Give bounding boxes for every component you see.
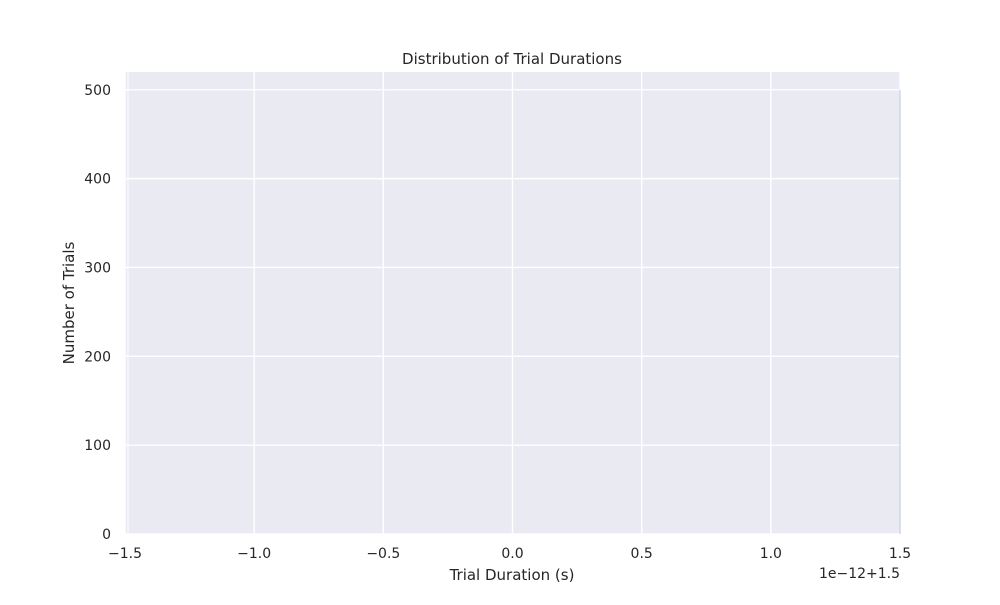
x-axis-offset-label: 1e−12+1.5 xyxy=(819,566,900,582)
x-tick-label: −1.5 xyxy=(108,546,142,562)
y-tick-label: 500 xyxy=(84,83,111,99)
x-axis-label: Trial Duration (s) xyxy=(449,566,575,584)
x-tick-label: 0.0 xyxy=(501,546,523,562)
y-axis-ticks: 0 100 200 300 400 500 xyxy=(84,83,111,543)
y-tick-label: 0 xyxy=(102,527,111,543)
chart-title: Distribution of Trial Durations xyxy=(402,50,622,68)
y-tick-label: 100 xyxy=(84,438,111,454)
x-tick-label: 1.0 xyxy=(760,546,782,562)
x-axis-ticks: −1.5 −1.0 −0.5 0.0 0.5 1.0 1.5 xyxy=(108,546,911,562)
x-tick-label: −1.0 xyxy=(237,546,271,562)
y-tick-label: 200 xyxy=(84,349,111,365)
x-tick-label: 1.5 xyxy=(889,546,911,562)
x-tick-label: −0.5 xyxy=(366,546,400,562)
y-tick-label: 400 xyxy=(84,172,111,188)
y-tick-label: 300 xyxy=(84,260,111,276)
y-axis-label: Number of Trials xyxy=(60,241,78,364)
x-tick-label: 0.5 xyxy=(631,546,653,562)
